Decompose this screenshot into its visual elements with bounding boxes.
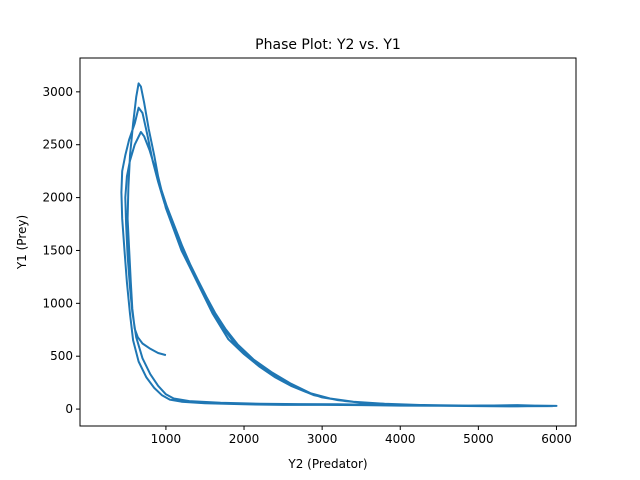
x-tick-label: 4000 xyxy=(385,432,416,446)
y-axis-label: Y1 (Prey) xyxy=(15,215,29,270)
y-tick-label: 500 xyxy=(50,349,73,363)
y-tick-label: 2000 xyxy=(42,191,73,205)
x-tick-label: 5000 xyxy=(463,432,494,446)
y-tick-label: 3000 xyxy=(42,85,73,99)
y-tick-label: 1500 xyxy=(42,243,73,257)
x-tick-label: 1000 xyxy=(151,432,182,446)
x-tick-label: 3000 xyxy=(307,432,338,446)
axes-frame xyxy=(79,57,577,427)
y-tick-label: 1000 xyxy=(42,296,73,310)
x-tick-label: 6000 xyxy=(541,432,572,446)
x-tick-label: 2000 xyxy=(229,432,260,446)
y-tick-label: 0 xyxy=(65,402,73,416)
phase-trajectory-line xyxy=(120,82,558,408)
y-axis-ticks: 0 500 1000 1500 2000 2500 3000 xyxy=(42,85,80,416)
x-axis-label: Y2 (Predator) xyxy=(287,457,367,471)
y-tick-label: 2500 xyxy=(42,138,73,152)
plot-area xyxy=(120,82,558,408)
x-axis-ticks: 1000 2000 3000 4000 5000 6000 xyxy=(151,426,572,446)
chart-title: Phase Plot: Y2 vs. Y1 xyxy=(255,37,401,53)
